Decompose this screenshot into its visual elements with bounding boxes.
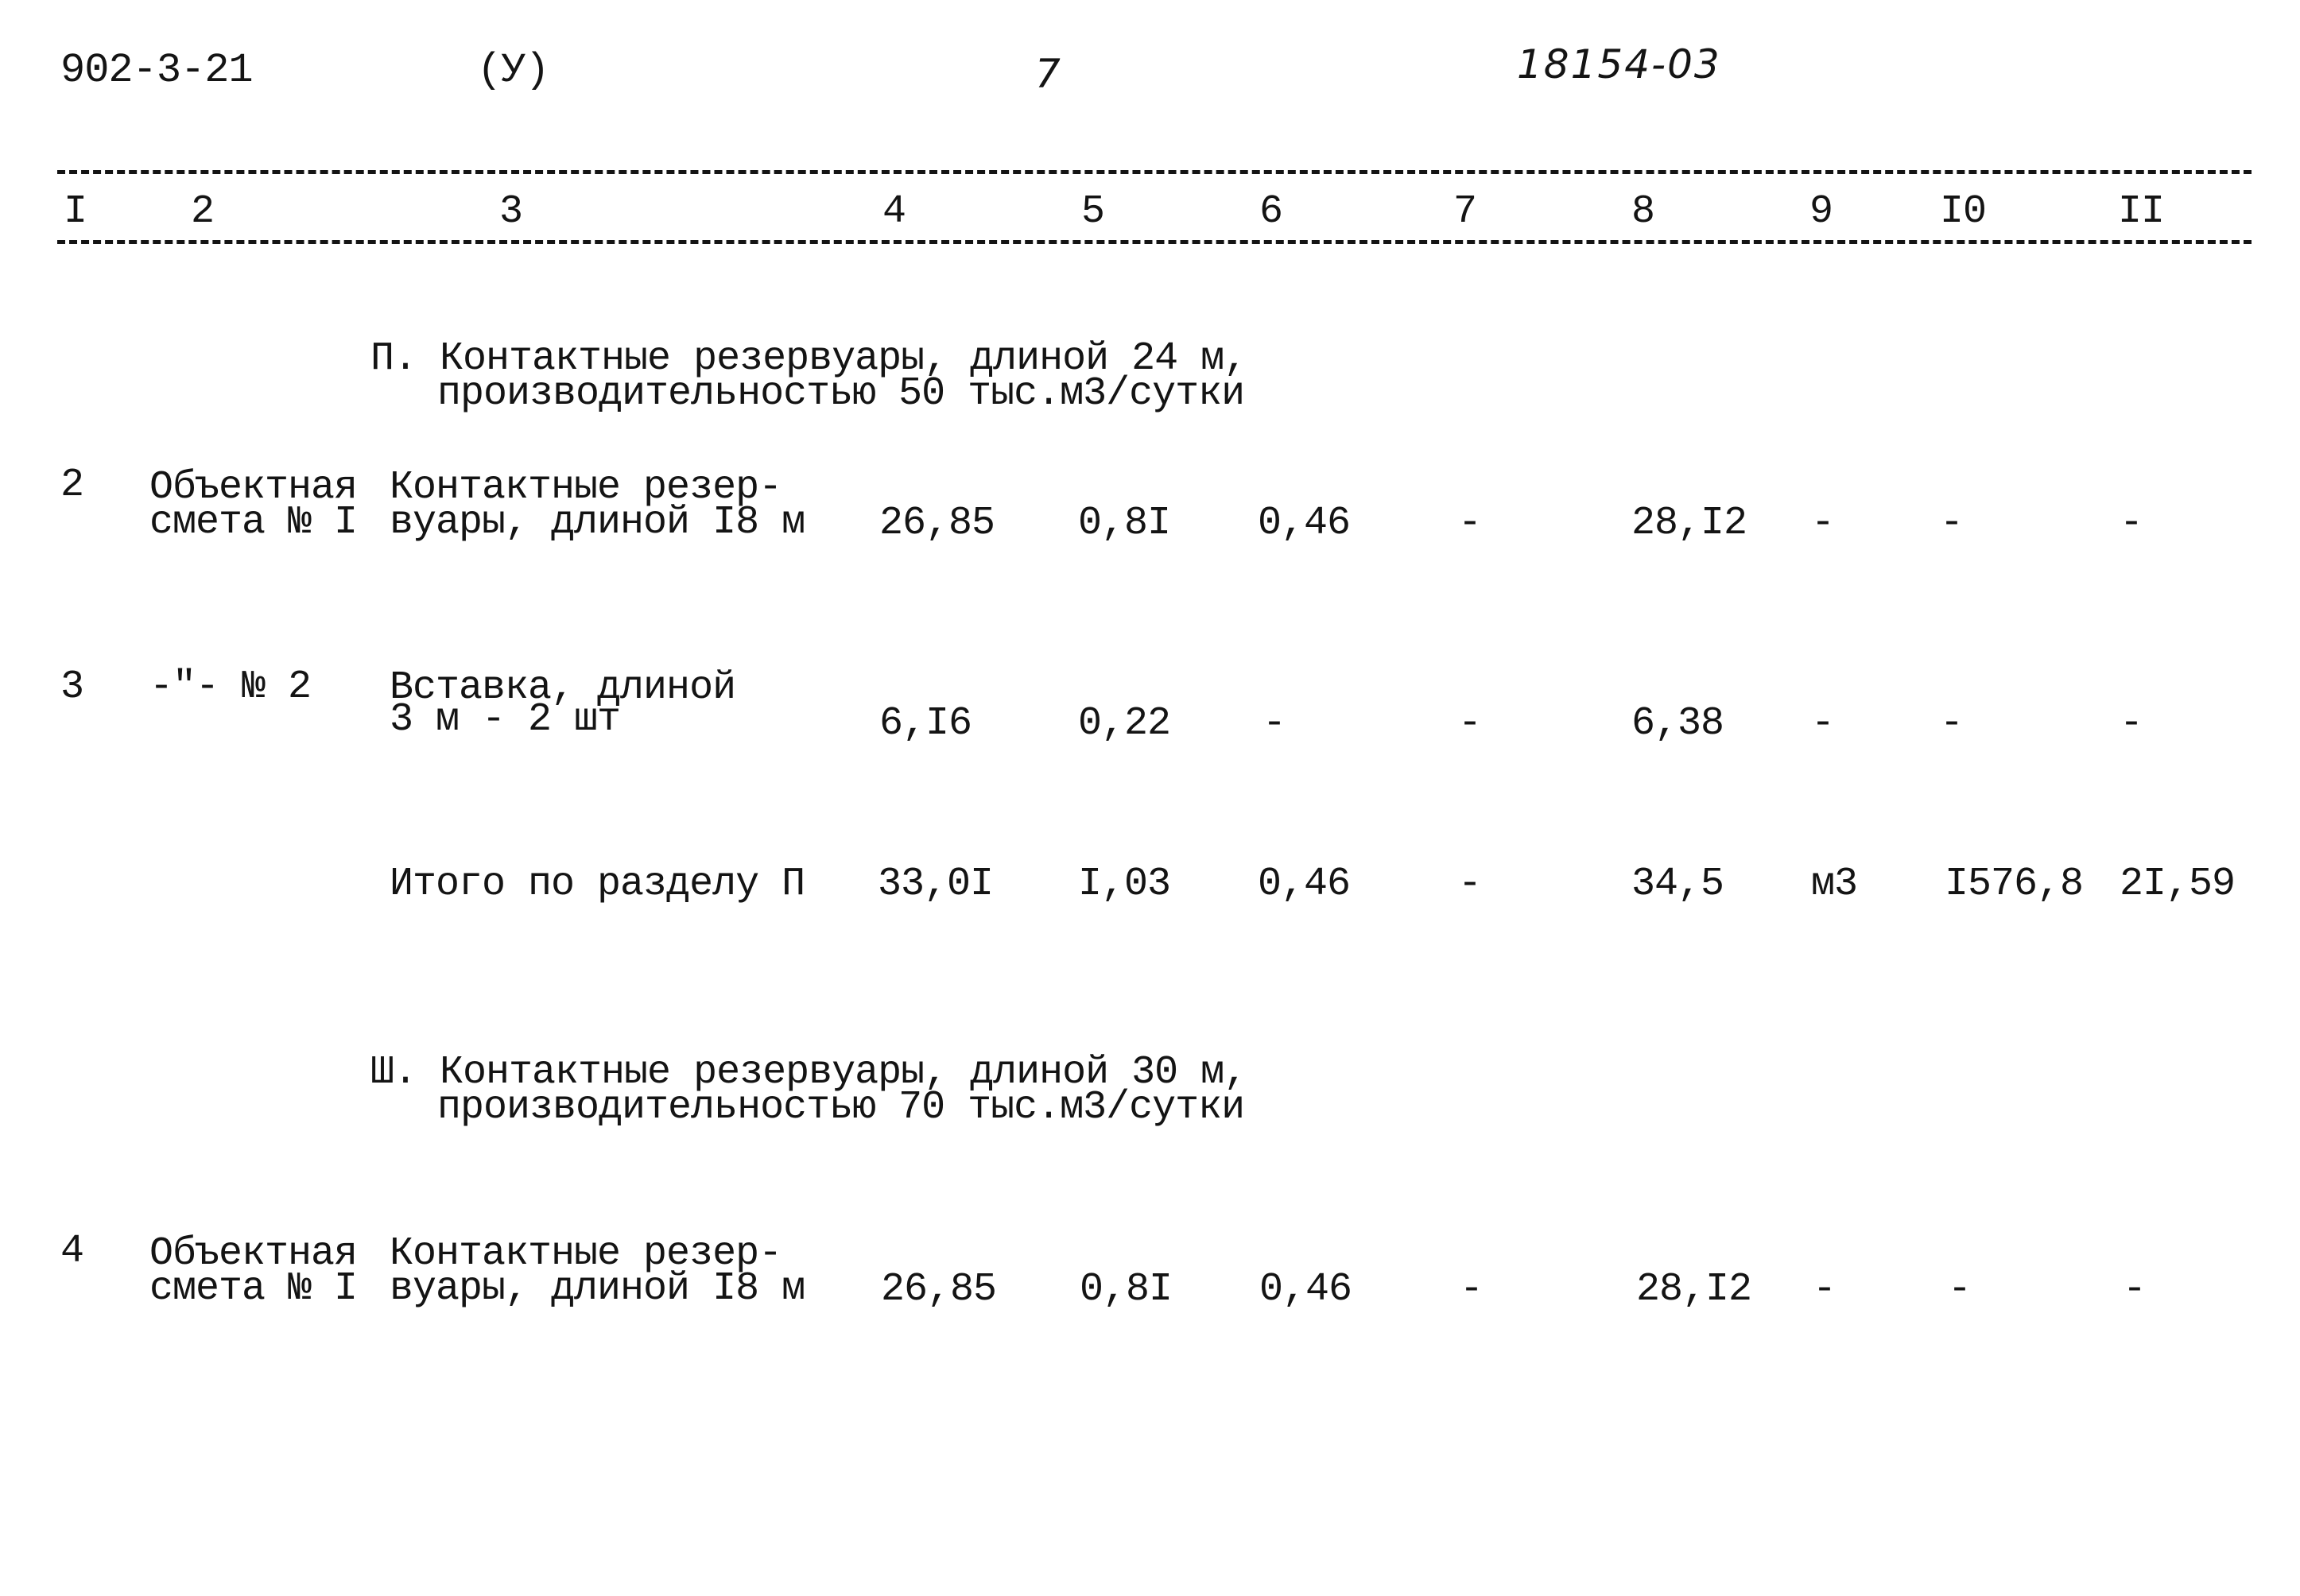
col-header-3: 3 xyxy=(499,189,523,234)
estimate-ref: смета № I xyxy=(149,1266,358,1311)
cell-col5: 0,8I xyxy=(1080,1267,1173,1312)
cell-col10: - xyxy=(1940,701,1964,746)
doc-code: 902-3-21 xyxy=(60,47,254,94)
col-header-7: 7 xyxy=(1453,189,1477,234)
col-header-11: II xyxy=(2118,189,2165,234)
section-title: производительностью 70 тыс.м3/сутки xyxy=(437,1085,1245,1130)
doc-mark: (У) xyxy=(477,47,550,94)
cell-col8: 6,38 xyxy=(1631,701,1724,746)
cell-col9: - xyxy=(1811,501,1835,546)
item-name: вуары, длиной I8 м xyxy=(390,1266,805,1311)
cell-col7: - xyxy=(1458,862,1482,907)
cell-col9: м3 xyxy=(1811,862,1858,907)
cell-col7: - xyxy=(1460,1267,1484,1312)
cell-col6: 0,46 xyxy=(1258,862,1351,907)
inventory-number: 18154-03 xyxy=(1517,41,1721,87)
cell-col11: - xyxy=(2123,1267,2147,1312)
col-header-8: 8 xyxy=(1631,189,1655,234)
row-number: 4 xyxy=(60,1229,84,1274)
col-header-1: I xyxy=(64,189,87,234)
estimate-ref: Объектная xyxy=(149,465,358,510)
cell-col7: - xyxy=(1458,501,1482,546)
row-number: 2 xyxy=(60,463,84,508)
cell-col8: 28,I2 xyxy=(1631,501,1747,546)
col-header-4: 4 xyxy=(882,189,906,234)
item-name: 3 м - 2 шт xyxy=(390,697,621,742)
cell-col6: 0,46 xyxy=(1258,501,1351,546)
cell-col9: - xyxy=(1813,1267,1837,1312)
cell-col11: 2I,59 xyxy=(2120,862,2236,907)
col-header-10: I0 xyxy=(1940,189,1987,234)
row-number: 3 xyxy=(60,664,84,710)
cell-col4: 26,85 xyxy=(881,1267,997,1312)
cell-col10: I576,8 xyxy=(1945,862,2084,907)
cell-col5: I,03 xyxy=(1078,862,1171,907)
cell-col10: - xyxy=(1940,501,1964,546)
cell-col5: 0,22 xyxy=(1078,701,1171,746)
estimate-ref: смета № I xyxy=(149,500,358,545)
item-name: Вставка, длиной xyxy=(390,665,736,711)
cell-col10: - xyxy=(1948,1267,1972,1312)
section-title: Ш. Контактные резервуары, длиной 30 м, xyxy=(370,1050,1247,1095)
cell-col4: 6,I6 xyxy=(879,701,972,746)
cell-col8: 28,I2 xyxy=(1636,1267,1752,1312)
cell-col9: - xyxy=(1811,701,1835,746)
cell-col11: - xyxy=(2120,501,2143,546)
cell-col4: 26,85 xyxy=(879,501,995,546)
cell-col4: 33,0I xyxy=(878,862,994,907)
col-header-5: 5 xyxy=(1081,189,1105,234)
item-name: Контактные резер- xyxy=(390,465,782,510)
col-header-2: 2 xyxy=(191,189,215,234)
header-top-rule xyxy=(57,170,2252,174)
cell-col5: 0,8I xyxy=(1078,501,1171,546)
estimate-ref: -"- № 2 xyxy=(149,664,312,710)
cell-col6: 0,46 xyxy=(1259,1267,1352,1312)
section-title: производительностью 50 тыс.м3/сутки xyxy=(437,371,1245,416)
col-header-6: 6 xyxy=(1259,189,1283,234)
item-name: вуары, длиной I8 м xyxy=(390,500,805,545)
cell-col8: 34,5 xyxy=(1631,862,1724,907)
total-label: Итого по разделу П xyxy=(390,862,805,907)
page-number: 7 xyxy=(1035,51,1061,97)
cell-col6: - xyxy=(1262,701,1286,746)
estimate-ref: Объектная xyxy=(149,1231,358,1276)
col-header-9: 9 xyxy=(1809,189,1833,234)
cell-col11: - xyxy=(2120,701,2143,746)
header-bottom-rule xyxy=(57,240,2252,244)
item-name: Контактные резер- xyxy=(390,1231,782,1276)
section-title: П. Контактные резервуары, длиной 24 м, xyxy=(370,336,1247,382)
cell-col7: - xyxy=(1458,701,1482,746)
